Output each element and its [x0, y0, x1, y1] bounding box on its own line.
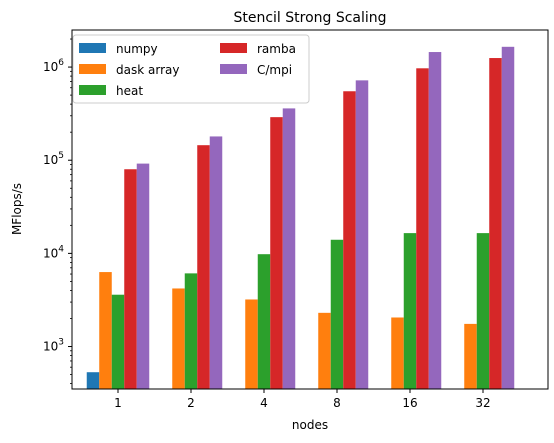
bar-heat-8: [330, 239, 344, 389]
y-axis-label: MFlops/s: [10, 183, 24, 235]
x-axis-label: nodes: [292, 418, 328, 432]
bar-numpy-1: [86, 372, 100, 389]
bar-c-mpi-16: [428, 52, 442, 389]
legend-label: ramba: [257, 42, 296, 56]
legend-swatch: [79, 85, 106, 95]
bar-ramba-4: [270, 117, 283, 390]
legend-label: heat: [116, 84, 143, 98]
x-tick-label: 2: [187, 396, 195, 410]
bar-c-mpi-32: [501, 46, 515, 390]
bar-ramba-8: [343, 91, 356, 389]
bar-heat-1: [111, 294, 125, 389]
bar-c-mpi-2: [209, 136, 223, 389]
legend-swatch: [220, 43, 247, 53]
bar-dask-array-32: [464, 323, 477, 389]
bar-dask-array-1: [99, 272, 112, 389]
x-axis-ticks: 1 2 4 8 16 32: [114, 389, 491, 410]
legend-label: numpy: [116, 42, 158, 56]
bar-c-mpi-4: [282, 108, 296, 390]
y-tick-label: 106: [43, 58, 64, 74]
x-tick-label: 4: [260, 396, 268, 410]
y-tick-label: 104: [43, 244, 64, 260]
bar-group: [86, 46, 515, 390]
x-tick-label: 8: [333, 396, 341, 410]
y-axis-ticks: 103 104 105 106: [43, 38, 72, 385]
bar-ramba-16: [416, 68, 429, 390]
y-tick-label: 105: [43, 151, 64, 167]
x-tick-label: 1: [114, 396, 122, 410]
legend-box: [72, 34, 310, 104]
chart-title: Stencil Strong Scaling: [233, 10, 386, 26]
legend-swatch: [79, 64, 106, 74]
bar-ramba-2: [197, 145, 210, 389]
bar-dask-array-4: [245, 299, 258, 389]
plot-frame: [71, 29, 549, 390]
legend-swatch: [79, 43, 106, 53]
bar-heat-4: [257, 254, 271, 389]
bar-dask-array-8: [318, 312, 331, 389]
bar-heat-2: [184, 273, 198, 389]
legend-label: C/mpi: [257, 63, 292, 77]
legend: numpy dask array heat ramba C/mpi: [72, 34, 310, 104]
x-tick-label: 32: [475, 396, 490, 410]
legend-label: dask array: [116, 63, 179, 77]
x-tick-label: 16: [402, 396, 417, 410]
bar-dask-array-2: [172, 288, 185, 389]
bar-c-mpi-1: [136, 163, 150, 389]
bar-heat-32: [476, 233, 490, 389]
bar-ramba-1: [124, 169, 137, 389]
bar-dask-array-16: [391, 317, 404, 389]
bar-c-mpi-8: [355, 80, 369, 390]
y-tick-label: 103: [43, 338, 64, 354]
legend-swatch: [220, 64, 247, 74]
bar-ramba-32: [489, 58, 502, 389]
bar-heat-16: [403, 233, 417, 389]
